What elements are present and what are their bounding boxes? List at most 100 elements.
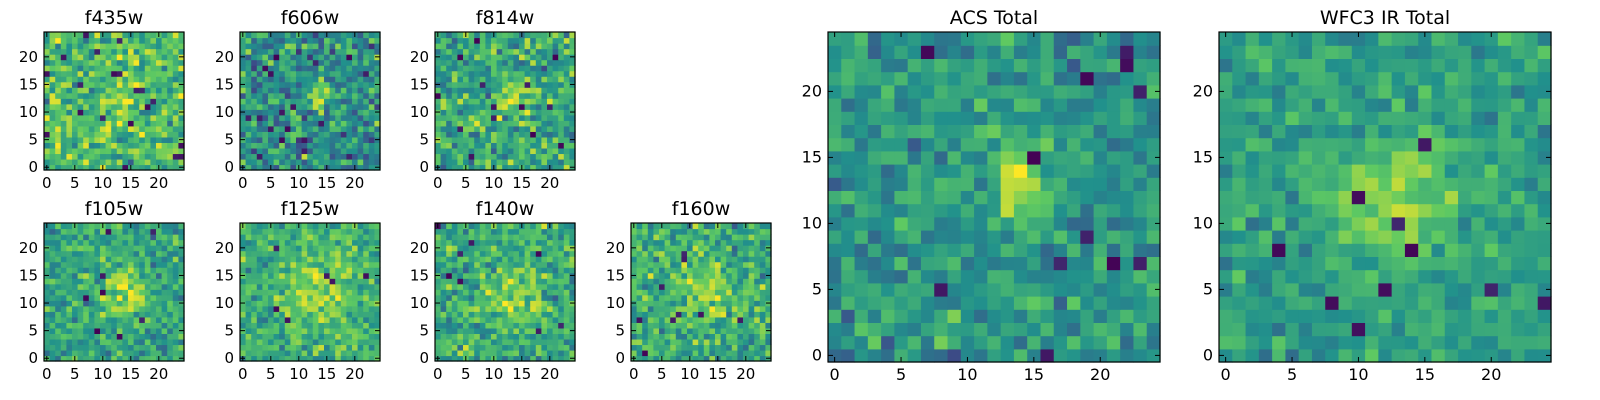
heatmap-cell	[290, 142, 297, 149]
heatmap-cell	[139, 32, 146, 39]
heatmap-cell	[435, 316, 442, 323]
heatmap-cell	[49, 294, 56, 301]
heatmap-cell	[116, 32, 123, 39]
heatmap-cell	[94, 250, 101, 257]
heatmap-cell	[279, 59, 286, 66]
heatmap-cell	[279, 267, 286, 274]
heatmap-cell	[1120, 335, 1135, 350]
heatmap-cell	[894, 150, 909, 165]
heatmap-cell	[934, 256, 949, 271]
heatmap-cell	[759, 344, 766, 351]
heatmap-cell	[55, 311, 62, 318]
heatmap-cell	[335, 267, 342, 274]
heatmap-cell	[670, 278, 677, 285]
heatmap-cell	[312, 32, 319, 39]
heatmap-cell	[55, 92, 62, 99]
heatmap-cell	[558, 327, 565, 334]
heatmap-cell	[307, 43, 314, 50]
heatmap-cell	[563, 136, 570, 143]
heatmap-cell	[881, 256, 895, 271]
heatmap-cell	[867, 190, 882, 205]
heatmap-cell	[474, 136, 481, 143]
heatmap-cell	[485, 43, 492, 50]
heatmap-cell	[301, 81, 308, 88]
heatmap-cell	[273, 92, 280, 99]
heatmap-cell	[502, 131, 509, 138]
heatmap-cell	[161, 158, 168, 166]
heatmap-cell	[329, 109, 336, 116]
heatmap-cell	[284, 54, 291, 61]
heatmap-cell	[720, 311, 727, 318]
heatmap-cell	[296, 142, 303, 149]
heatmap-cell	[541, 70, 548, 77]
heatmap-cell	[485, 333, 492, 340]
heatmap-cell	[312, 59, 319, 66]
heatmap-cell	[653, 355, 660, 362]
heatmap-cell	[446, 147, 453, 155]
heatmap-cell	[144, 245, 151, 252]
heatmap-cell	[502, 349, 509, 357]
heatmap-cell	[284, 223, 291, 230]
heatmap-cell	[530, 250, 537, 257]
heatmap-cell	[496, 261, 503, 268]
heatmap-cell	[251, 349, 258, 357]
heatmap-cell	[44, 289, 51, 296]
heatmap-cell	[55, 59, 62, 66]
heatmap-cell	[558, 338, 565, 346]
heatmap-cell	[116, 142, 123, 149]
heatmap-cell	[88, 109, 95, 116]
heatmap-cell	[172, 338, 179, 346]
heatmap-cell	[947, 282, 962, 297]
heatmap-cell	[530, 92, 537, 99]
heatmap-cell	[301, 92, 308, 99]
heatmap-cell	[934, 177, 949, 191]
heatmap-cell	[161, 261, 168, 268]
heatmap-cell	[363, 98, 370, 105]
heatmap-cell	[446, 43, 453, 50]
heatmap-cell	[731, 272, 738, 279]
heatmap-cell	[435, 65, 442, 72]
heatmap-cell	[507, 316, 514, 323]
heatmap-cell	[687, 272, 694, 279]
heatmap-cell	[446, 54, 453, 61]
heatmap-cell	[77, 245, 84, 252]
heatmap-cell	[1133, 164, 1148, 178]
heatmap-cell	[479, 70, 486, 77]
heatmap-cell	[642, 338, 649, 346]
heatmap-cell	[268, 59, 275, 66]
heatmap-cell	[301, 48, 308, 55]
heatmap-cell	[496, 43, 503, 50]
heatmap-cell	[457, 142, 464, 149]
heatmap-cell	[541, 147, 548, 155]
heatmap-cell	[318, 261, 325, 268]
heatmap-cell	[116, 136, 123, 143]
heatmap-cell	[105, 289, 112, 296]
heatmap-cell	[318, 316, 325, 323]
heatmap-cell	[116, 125, 123, 132]
heatmap-cell	[659, 333, 666, 340]
heatmap-cell	[66, 114, 73, 121]
heatmap-cell	[329, 136, 336, 143]
heatmap-cell	[290, 37, 297, 44]
heatmap-cell	[440, 54, 447, 61]
heatmap-cell	[960, 348, 975, 363]
heatmap-cell	[329, 234, 336, 241]
heatmap-cell	[754, 294, 761, 301]
heatmap-cell	[100, 327, 107, 334]
heatmap-cell	[128, 294, 135, 301]
heatmap-cell	[547, 48, 554, 55]
heatmap-cell	[670, 245, 677, 252]
heatmap-cell	[318, 109, 325, 116]
heatmap-cell	[524, 278, 531, 285]
heatmap-cell	[363, 239, 370, 246]
heatmap-cell	[83, 311, 90, 318]
heatmap-cell	[60, 245, 67, 252]
heatmap-cell	[139, 164, 146, 171]
heatmap-cell	[558, 131, 565, 138]
heatmap-cell	[357, 316, 364, 323]
y-tick-label: 0	[615, 349, 625, 367]
heatmap-cell	[502, 98, 509, 105]
heatmap-cell	[363, 344, 370, 351]
heatmap-cell	[240, 43, 247, 50]
heatmap-cell	[563, 327, 570, 334]
